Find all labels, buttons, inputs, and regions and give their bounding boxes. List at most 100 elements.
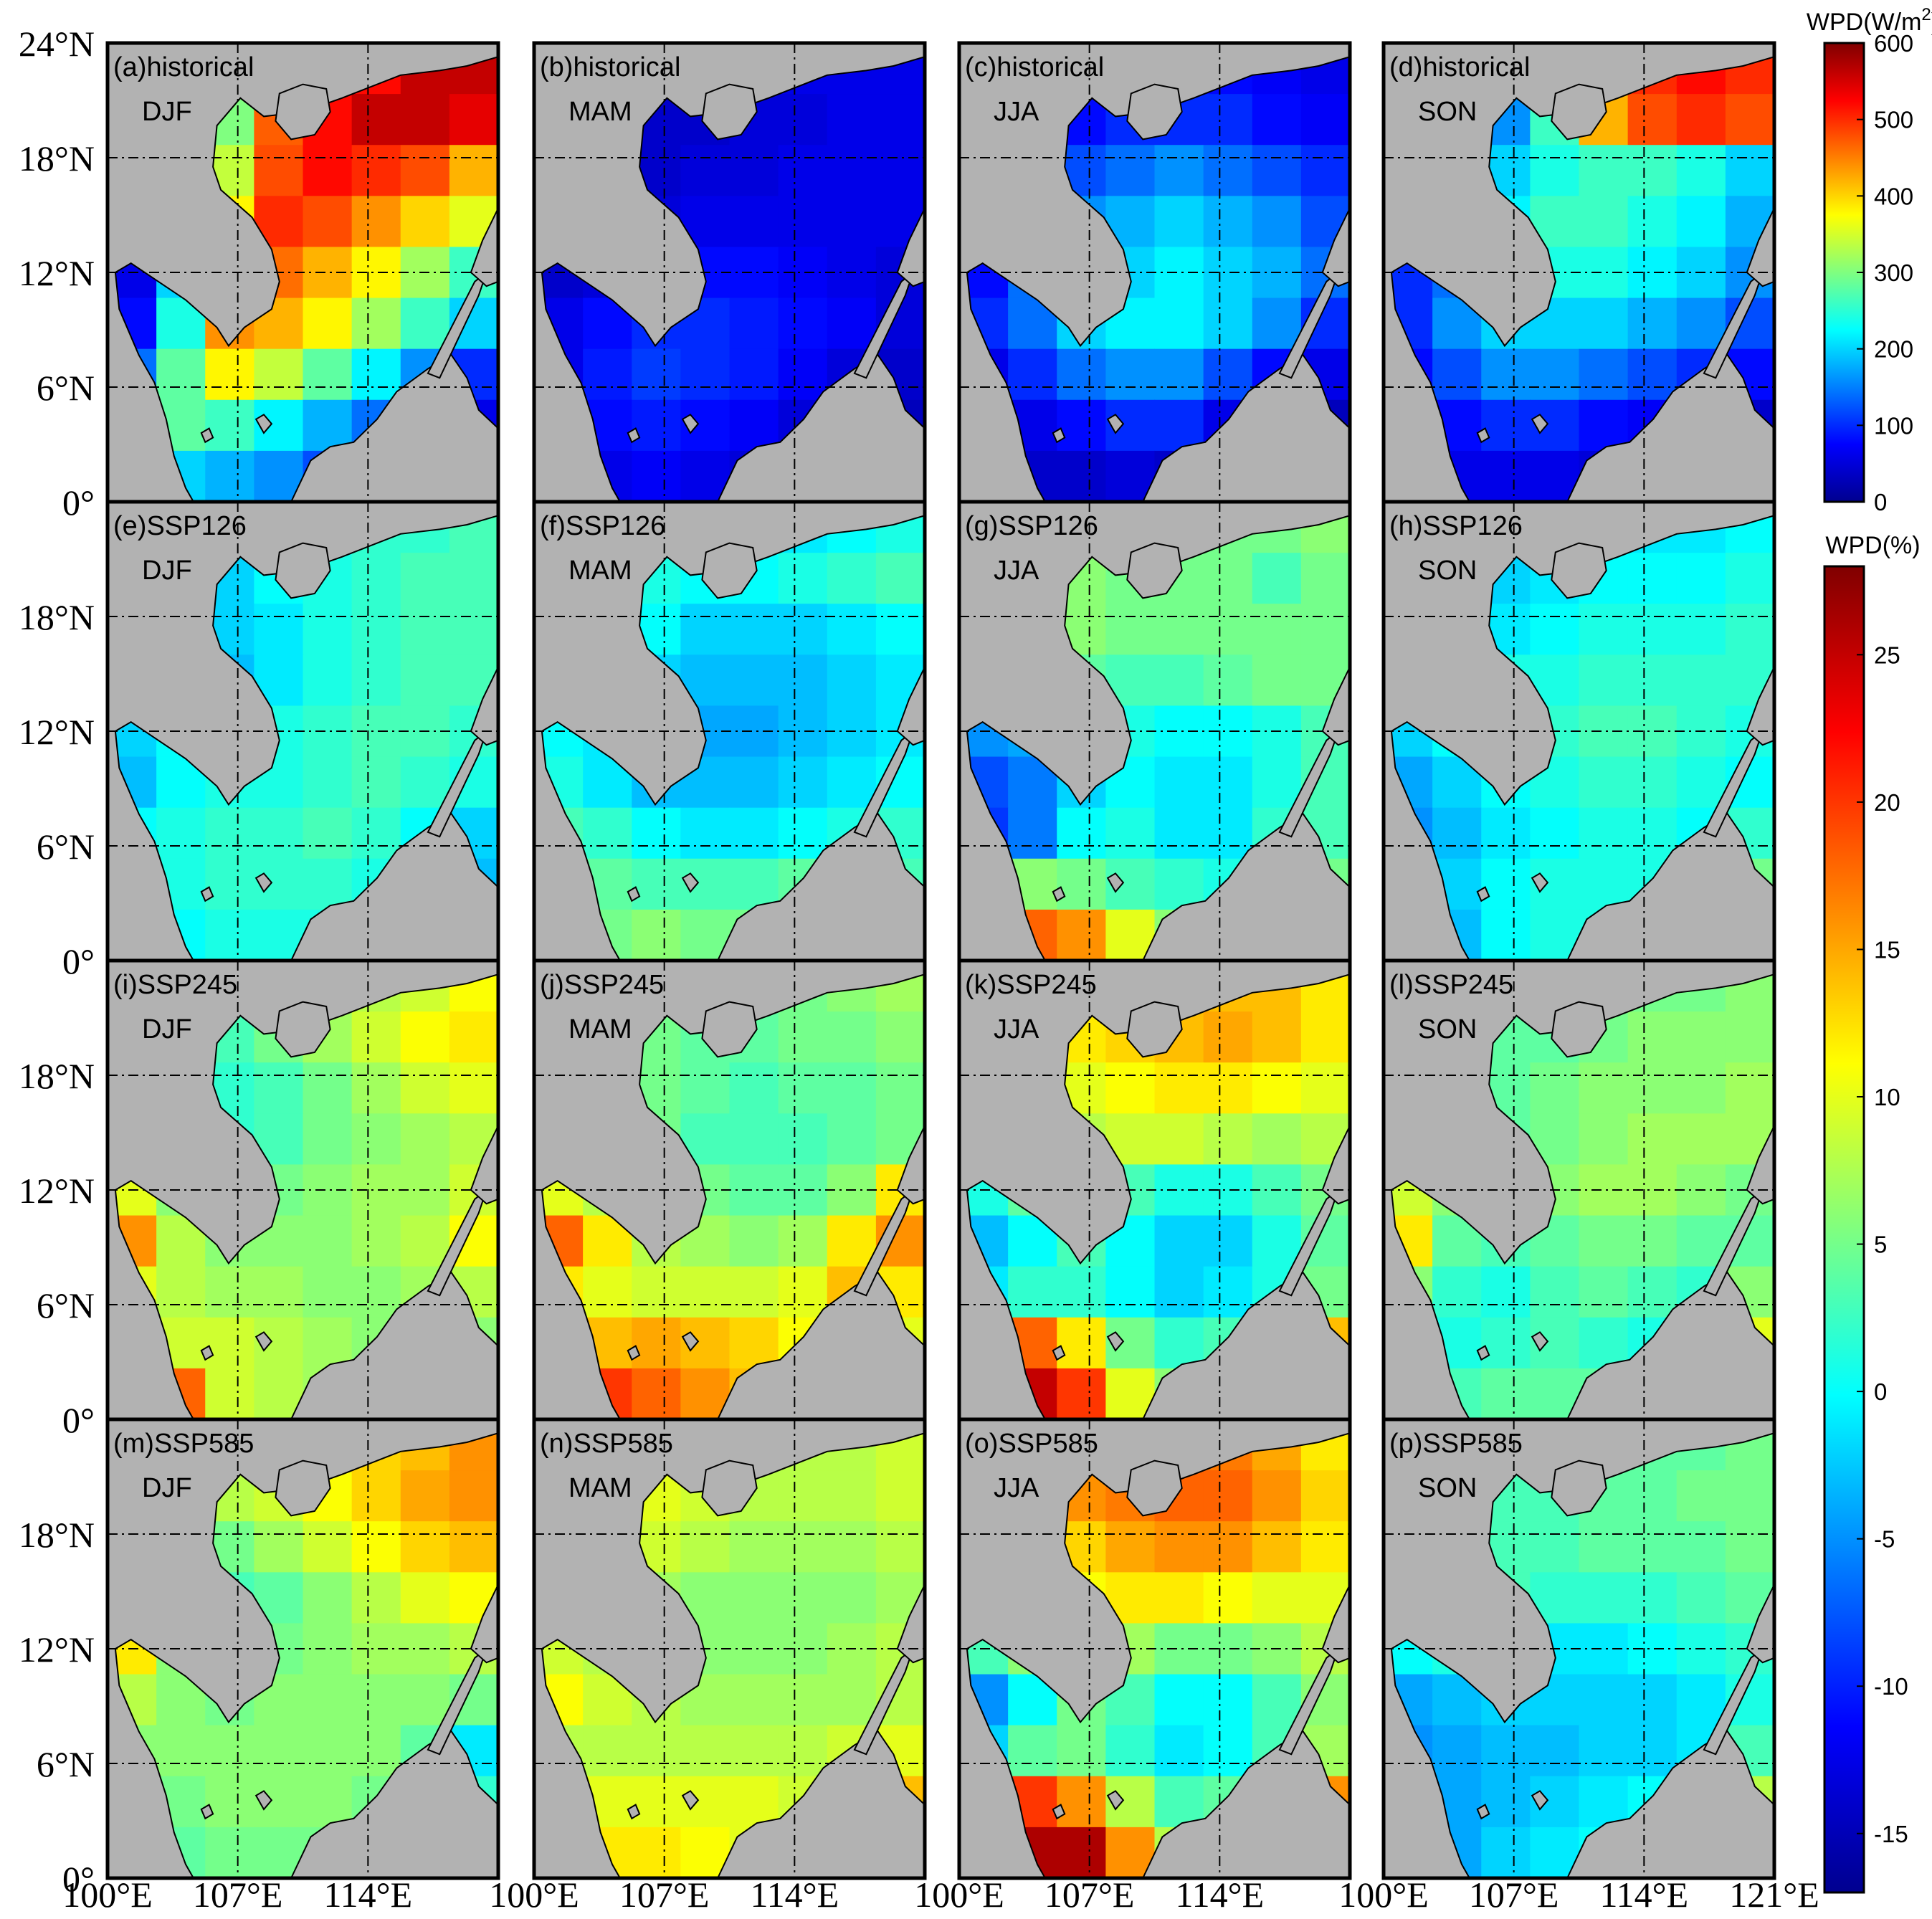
land-mass	[1052, 1345, 1066, 1361]
heatmap-cell	[1676, 145, 1726, 196]
heatmap-cells	[1384, 961, 1774, 1419]
land-mass	[1278, 1188, 1340, 1297]
heatmap-cell	[1676, 297, 1726, 350]
heatmap-cell	[827, 756, 877, 809]
heatmap-cell	[254, 604, 304, 655]
land-mass	[896, 666, 925, 746]
heatmap-cell	[205, 1317, 254, 1369]
heatmap-cell	[303, 654, 353, 707]
heatmap-cells	[108, 961, 498, 1419]
heatmap-cell	[632, 1725, 681, 1777]
land-mass	[1703, 270, 1764, 379]
map-panel: (a)historical DJF	[105, 41, 500, 504]
land-mass	[200, 1804, 214, 1820]
heatmap-cell	[680, 1266, 731, 1318]
x-tick-label: 100°E	[62, 1875, 153, 1915]
heatmap-cell	[1203, 196, 1253, 248]
heatmap-cell	[1203, 553, 1253, 604]
heatmap-cell	[1154, 1113, 1204, 1166]
season-label: JJA	[994, 1473, 1039, 1503]
heatmap-cell	[1579, 399, 1629, 452]
land-mass	[1566, 353, 1774, 502]
y-tick-label: 6°N	[37, 1744, 95, 1784]
land-mass	[627, 427, 641, 444]
heatmap-cell	[303, 756, 353, 809]
season-label: JJA	[994, 1014, 1039, 1044]
heatmap-cell	[1252, 297, 1302, 350]
x-tick-label: 107°E	[1469, 1875, 1559, 1915]
heatmap-cell	[1057, 1266, 1106, 1318]
colorbar-tick-label: 10	[1874, 1084, 1900, 1110]
heatmap-cell	[1676, 604, 1726, 655]
land-mass	[470, 1125, 498, 1205]
heatmap-cell	[400, 1011, 450, 1063]
colorbar-tick-label: 0	[1874, 489, 1887, 515]
heatmap-cell	[1530, 1521, 1580, 1573]
heatmap-cell	[827, 1011, 877, 1063]
colorbar-tick-label: 0	[1874, 1378, 1887, 1405]
heatmap-cell	[827, 145, 877, 196]
land-mass	[275, 83, 331, 141]
heatmap-cell	[1725, 145, 1774, 196]
heatmap-cell	[1252, 654, 1302, 707]
land-mass	[254, 414, 273, 434]
heatmap-cell	[156, 348, 206, 401]
heatmap-cell	[827, 604, 877, 655]
heatmap-cell	[827, 1521, 877, 1573]
season-label: DJF	[142, 97, 192, 127]
land-mass	[701, 1001, 758, 1058]
heatmap-cell	[1154, 297, 1204, 350]
heatmap-cell	[680, 604, 731, 655]
heatmap-cell	[778, 297, 828, 350]
colorbar-tick-label: 5	[1874, 1232, 1887, 1258]
heatmap-cells	[1384, 1419, 1774, 1878]
land-mass	[1106, 414, 1125, 434]
heatmap-cell	[1252, 196, 1302, 248]
colorbar-tick-label: 15	[1874, 936, 1900, 963]
heatmap-cell	[778, 1266, 828, 1318]
heatmap-cell	[1627, 604, 1678, 655]
heatmap-cell	[400, 94, 450, 146]
heatmap-cell	[1627, 297, 1678, 350]
y-tick-label: 18°N	[19, 1515, 95, 1555]
land-mass	[1551, 542, 1607, 599]
heatmap-cell	[303, 1215, 353, 1267]
heatmap-cell	[1057, 807, 1106, 859]
heatmap-cell	[1676, 654, 1726, 707]
heatmap-cell	[254, 145, 304, 196]
land-mass	[1321, 207, 1350, 287]
heatmap-cell	[1627, 1062, 1678, 1114]
heatmap-cell	[1579, 1521, 1629, 1573]
heatmap-cell	[351, 1011, 401, 1063]
heatmap-cell	[156, 1725, 206, 1777]
land-mass	[1142, 812, 1350, 961]
land-mass	[1703, 1647, 1764, 1756]
heatmap-cell	[1203, 1266, 1253, 1318]
heatmap-cell	[1154, 1521, 1204, 1573]
heatmap-cell	[778, 196, 828, 248]
heatmap-cell	[1057, 1827, 1106, 1878]
heatmap-cell	[1627, 348, 1678, 401]
heatmap-cell	[1105, 1521, 1156, 1573]
land-mass	[470, 666, 498, 746]
panel-label: (n)SSP585	[540, 1429, 673, 1459]
season-label: MAM	[568, 1014, 632, 1044]
heatmap-cell	[729, 1776, 779, 1828]
x-tick-label: 114°E	[1599, 1875, 1688, 1915]
heatmap-cell	[729, 1062, 779, 1114]
colorbar-title: WPD(%)	[1825, 532, 1920, 559]
heatmap-cell	[729, 1725, 779, 1777]
map-panel: (l)SSP245 SON	[1381, 958, 1776, 1422]
land-mass	[1321, 1584, 1350, 1664]
heatmap-cell	[1676, 756, 1726, 809]
land-mass	[1052, 427, 1066, 444]
heatmap-cell	[729, 654, 779, 707]
heatmap-cell	[400, 756, 450, 809]
heatmap-cell	[449, 1521, 498, 1573]
land-mass	[681, 414, 700, 434]
heatmap-cell	[1300, 553, 1350, 604]
season-label: SON	[1418, 97, 1477, 127]
panel-label: (i)SSP245	[113, 970, 237, 1000]
heatmap-cell	[351, 807, 401, 859]
season-label: SON	[1418, 556, 1477, 586]
